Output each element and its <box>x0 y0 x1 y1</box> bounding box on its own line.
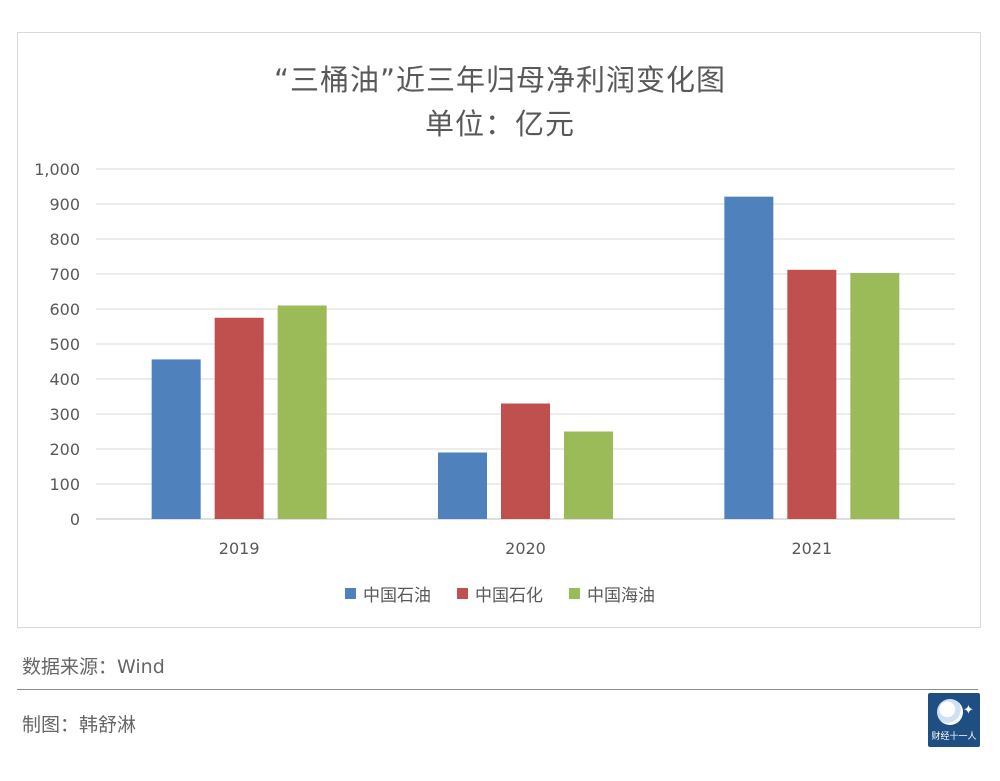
legend-item-series-2: 中国海油 <box>569 581 655 606</box>
footer-divider <box>17 689 978 690</box>
brand-logo: ✦ 财经十一人 <box>928 693 980 747</box>
legend-swatch-series-1 <box>457 588 468 599</box>
bar-2021-series-1 <box>787 269 837 519</box>
y-tick-label: 600 <box>49 300 80 319</box>
chart-legend: 中国石油 中国石化 中国海油 <box>18 581 982 606</box>
y-tick-label: 300 <box>49 405 80 424</box>
legend-item-series-0: 中国石油 <box>345 581 431 606</box>
legend-item-series-1: 中国石化 <box>457 581 543 606</box>
legend-label-series-1: 中国石化 <box>475 586 543 606</box>
bar-2019-series-1 <box>214 317 264 519</box>
chart-frame: “三桶油”近三年归母净利润变化图 单位：亿元 0 100 200 300 400 500 6… <box>17 32 981 628</box>
x-tick-label: 2020 <box>505 539 546 558</box>
y-tick-label: 500 <box>49 335 80 354</box>
chart-title: “三桶油”近三年归母净利润变化图 <box>273 63 727 97</box>
y-tick-label: 1,000 <box>34 160 80 179</box>
chart-subtitle: 单位：亿元 <box>424 107 575 141</box>
y-tick-label: 800 <box>49 230 80 249</box>
x-tick-label: 2021 <box>791 539 832 558</box>
bar-2019-series-2 <box>277 305 327 519</box>
bar-2021-series-2 <box>850 272 900 519</box>
y-tick-label: 700 <box>49 265 80 284</box>
data-source-note: 数据来源：Wind <box>22 656 165 678</box>
y-tick-label: 400 <box>49 370 80 389</box>
y-tick-label: 100 <box>49 475 80 494</box>
legend-label-series-0: 中国石油 <box>363 586 431 606</box>
y-tick-label: 900 <box>49 195 80 214</box>
legend-label-series-2: 中国海油 <box>587 586 655 606</box>
bar-chart: 0 100 200 300 400 500 600 700 800 900 1,000 2019 202… <box>34 160 955 558</box>
brand-name: 财经十一人 <box>931 732 977 742</box>
y-tick-label: 200 <box>49 440 80 459</box>
globe-icon <box>937 699 963 725</box>
legend-swatch-series-0 <box>345 588 356 599</box>
runner-icon: ✦ <box>963 703 974 718</box>
y-tick-label: 0 <box>70 510 80 529</box>
x-tick-label: 2019 <box>219 539 260 558</box>
legend-swatch-series-2 <box>569 588 580 599</box>
chart-author-note: 制图：韩舒淋 <box>22 714 137 736</box>
bar-2020-series-2 <box>564 431 613 519</box>
bar-2020-series-1 <box>501 403 550 519</box>
bar-2020-series-0 <box>438 452 487 519</box>
bar-2019-series-0 <box>151 359 201 519</box>
bar-2021-series-0 <box>724 196 774 519</box>
